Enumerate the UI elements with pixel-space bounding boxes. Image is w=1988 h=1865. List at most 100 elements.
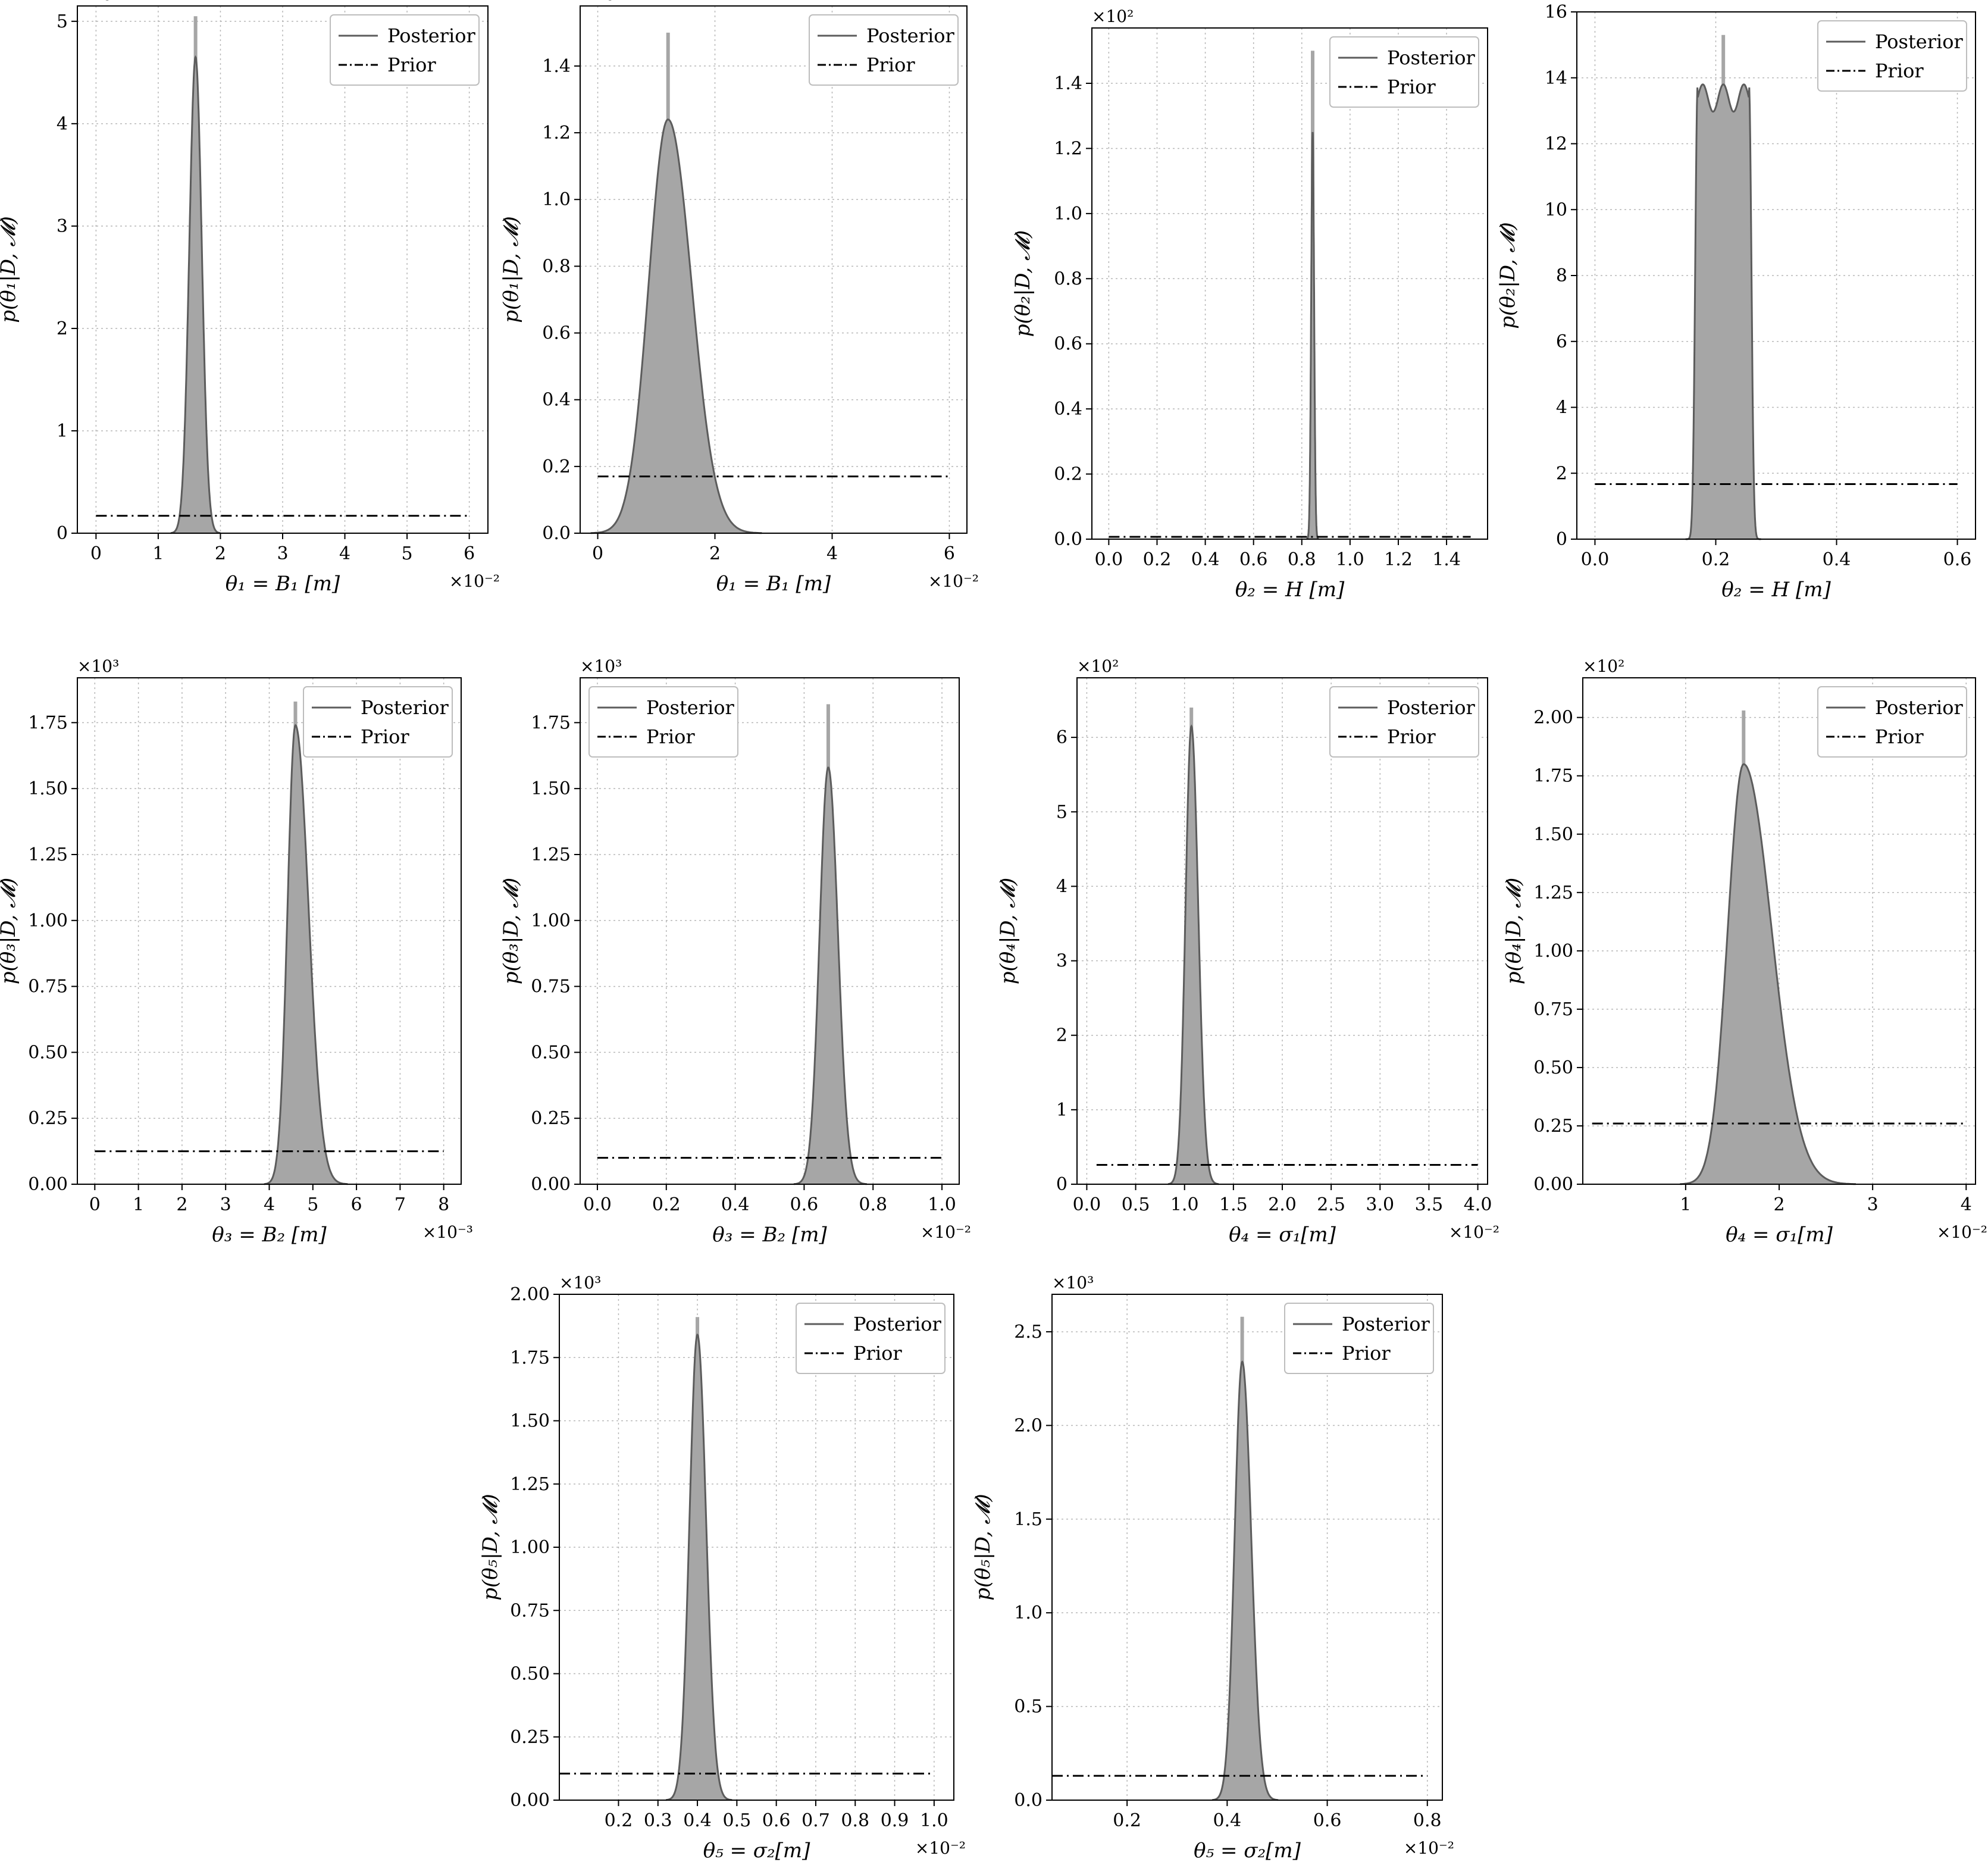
y-tick-label: 0.25 bbox=[28, 1108, 68, 1129]
chart-panel-7: 0.0 0.5 1.0 1.5 2.0 2.5 3.0 3.5 4.0 0 1 2 3 4 5 6 θ₄ = σ… bbox=[996, 656, 1499, 1247]
y-tick-label: 2.00 bbox=[510, 1284, 550, 1305]
legend-posterior-label: Posterior bbox=[387, 24, 476, 47]
x-tick-label: 8 bbox=[438, 1194, 449, 1215]
y-tick-label: 0.00 bbox=[28, 1174, 68, 1195]
x-tick-label: 0.0 bbox=[1095, 549, 1123, 570]
y-tick-label: 4 bbox=[1056, 876, 1067, 897]
x-tick-label: 1.0 bbox=[1170, 1194, 1199, 1215]
legend-prior-label: Prior bbox=[1875, 60, 1924, 82]
y-tick-label: 1.00 bbox=[531, 910, 571, 931]
y-tick-label: 0.25 bbox=[1533, 1116, 1573, 1137]
legend-posterior-label: Posterior bbox=[646, 696, 735, 719]
y-tick-label: 0.6 bbox=[1054, 334, 1082, 355]
x-tick-label: 6 bbox=[464, 543, 475, 564]
legend: Posterior Prior bbox=[1817, 20, 1967, 92]
y-tick-label: 5 bbox=[1056, 802, 1067, 822]
x-tick-label: 2 bbox=[709, 543, 721, 564]
x-tick-label: 0 bbox=[89, 1194, 101, 1215]
y-tick-label: 3 bbox=[1056, 951, 1067, 972]
legend-prior-label: Prior bbox=[1387, 76, 1436, 98]
plot-frame bbox=[580, 677, 960, 1185]
legend-box bbox=[588, 686, 738, 758]
y-scale-multiplier: ×10³ bbox=[580, 656, 622, 676]
legend-prior-label: Prior bbox=[1387, 725, 1436, 748]
chart-panel-1: 0 1 2 3 4 5 6 0 1 2 3 4 5 θ₁ = B₁ [m] p(θ₁|D, 𝓜) ×10² ×1… bbox=[0, 0, 500, 596]
y-tick-label: 0 bbox=[1556, 529, 1567, 550]
x-tick-label: 2.5 bbox=[1317, 1194, 1345, 1215]
chart-panel-3: 0.0 0.2 0.4 0.6 0.8 1.0 1.2 1.4 0.0 0.2 0.4 0.6 0.8 1… bbox=[1011, 7, 1488, 602]
y-tick-label: 1.50 bbox=[510, 1411, 550, 1432]
y-tick-label: 0.0 bbox=[542, 523, 571, 544]
x-tick-label: 5 bbox=[307, 1194, 318, 1215]
y-axis-label: p(θ₅|D, 𝓜) bbox=[971, 1494, 995, 1601]
y-tick-label: 0.2 bbox=[542, 456, 571, 477]
y-tick-label: 3 bbox=[57, 216, 68, 237]
x-tick-label: 0.4 bbox=[683, 1810, 712, 1831]
x-tick-label: 1.0 bbox=[1336, 549, 1364, 570]
chart-panel-6: 0.0 0.2 0.4 0.6 0.8 1.0 0.00 0.25 0.50 0.75 1.00 1.… bbox=[499, 656, 971, 1247]
x-scale-multiplier: ×10⁻² bbox=[921, 1222, 971, 1242]
y-tick-label: 1.25 bbox=[1533, 883, 1573, 903]
x-tick-label: 1.0 bbox=[928, 1194, 956, 1215]
y-tick-label: 1.0 bbox=[1014, 1603, 1042, 1623]
y-tick-label: 0 bbox=[1056, 1174, 1067, 1195]
x-scale-multiplier: ×10⁻² bbox=[928, 571, 979, 591]
x-axis-label: θ₁ = B₁ [m] bbox=[716, 572, 831, 596]
y-tick-label: 0.50 bbox=[28, 1042, 68, 1063]
x-axis-label: θ₃ = B₂ [m] bbox=[212, 1223, 327, 1247]
y-axis-label: p(θ₂|D, 𝓜) bbox=[1011, 230, 1035, 337]
x-axis-label: θ₁ = B₁ [m] bbox=[226, 572, 340, 596]
x-axis-label: θ₄ = σ₁[m] bbox=[1726, 1223, 1833, 1247]
y-tick-label: 4 bbox=[57, 114, 68, 134]
x-tick-label: 0.4 bbox=[1823, 549, 1851, 570]
y-tick-label: 1.4 bbox=[1054, 73, 1082, 94]
y-tick-label: 0.00 bbox=[1533, 1174, 1573, 1195]
y-tick-label: 1 bbox=[57, 421, 68, 442]
x-scale-multiplier: ×10⁻² bbox=[1937, 1222, 1987, 1242]
y-axis-label: p(θ₅|D, 𝓜) bbox=[478, 1494, 502, 1601]
x-axis-label: θ₂ = H [m] bbox=[1721, 578, 1831, 602]
y-axis-label: p(θ₁|D, 𝓜) bbox=[499, 216, 523, 323]
legend: Posterior Prior bbox=[796, 1303, 946, 1374]
legend: Posterior Prior bbox=[303, 686, 453, 758]
y-tick-label: 1.25 bbox=[28, 844, 68, 865]
legend-box bbox=[796, 1303, 946, 1374]
y-axis-label: p(θ₂|D, 𝓜) bbox=[1496, 222, 1520, 329]
legend-box bbox=[1329, 686, 1479, 758]
y-tick-label: 1.00 bbox=[28, 910, 68, 931]
legend-posterior-label: Posterior bbox=[1387, 696, 1476, 719]
y-axis-label: p(θ₄|D, 𝓜) bbox=[1502, 878, 1526, 985]
x-tick-label: 0.6 bbox=[790, 1194, 819, 1215]
legend-posterior-label: Posterior bbox=[1342, 1313, 1430, 1335]
legend-box bbox=[1817, 20, 1967, 92]
legend: Posterior Prior bbox=[588, 686, 738, 758]
posterior-histogram bbox=[1167, 726, 1219, 1184]
x-tick-label: 6 bbox=[944, 543, 955, 564]
y-tick-label: 1.75 bbox=[510, 1347, 550, 1368]
y-axis-label: p(θ₃|D, 𝓜) bbox=[499, 878, 523, 985]
y-tick-label: 16 bbox=[1545, 2, 1567, 23]
x-tick-label: 0.0 bbox=[1581, 549, 1610, 570]
x-tick-label: 3 bbox=[277, 543, 288, 564]
x-tick-label: 0.4 bbox=[1191, 549, 1220, 570]
y-tick-label: 0.6 bbox=[542, 323, 571, 344]
x-tick-label: 3.5 bbox=[1415, 1194, 1444, 1215]
x-tick-label: 0.6 bbox=[762, 1810, 791, 1831]
y-tick-label: 1 bbox=[1056, 1100, 1067, 1121]
posterior-line bbox=[1680, 763, 1856, 1185]
y-tick-label: 1.75 bbox=[531, 712, 571, 733]
y-tick-label: 0.5 bbox=[1014, 1697, 1042, 1717]
x-tick-label: 4 bbox=[264, 1194, 275, 1215]
x-scale-multiplier: ×10⁻² bbox=[915, 1838, 966, 1858]
chart-panel-10: 0.2 0.4 0.6 0.8 0.0 0.5 1.0 1.5 2.0 2.5 θ₅ = σ₂[m]… bbox=[971, 1273, 1454, 1863]
x-tick-label: 0.8 bbox=[859, 1194, 887, 1215]
x-tick-label: 5 bbox=[402, 543, 413, 564]
y-tick-label: 14 bbox=[1545, 68, 1567, 89]
x-tick-label: 2 bbox=[215, 543, 226, 564]
legend-box bbox=[1284, 1303, 1434, 1374]
legend-posterior-label: Posterior bbox=[1875, 30, 1964, 53]
y-tick-label: 0.8 bbox=[542, 256, 571, 277]
x-tick-label: 4 bbox=[1961, 1194, 1972, 1215]
x-tick-label: 0.2 bbox=[1143, 549, 1172, 570]
legend-prior-label: Prior bbox=[646, 725, 695, 748]
